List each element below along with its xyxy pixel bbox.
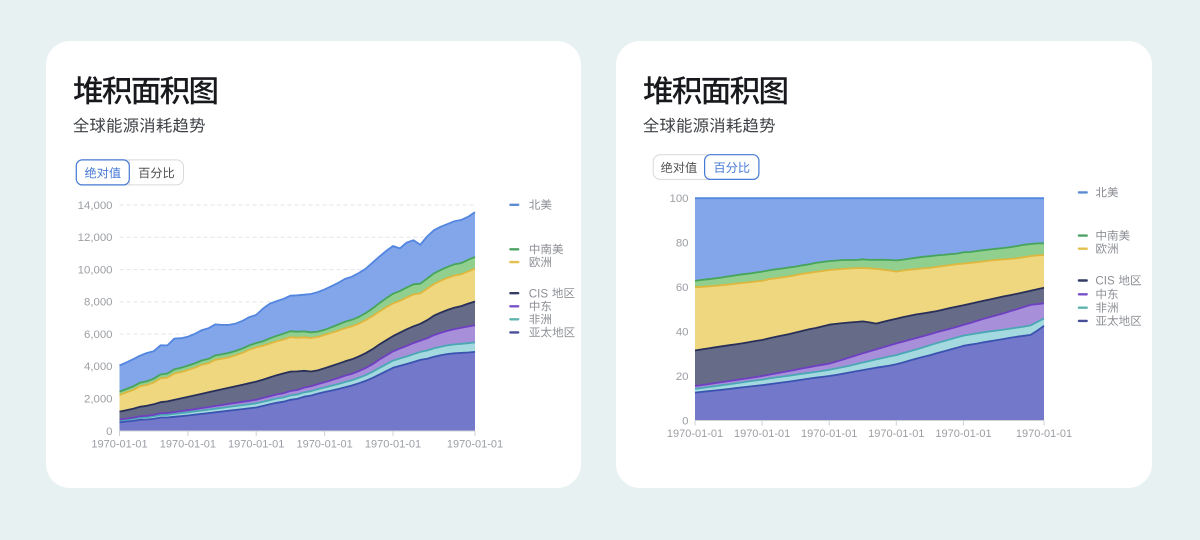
svg-text:0: 0	[106, 426, 112, 438]
svg-text:1970-01-01: 1970-01-01	[1016, 428, 1072, 440]
svg-text:1970-01-01: 1970-01-01	[228, 439, 284, 451]
svg-text:80: 80	[676, 238, 689, 250]
svg-text:8,000: 8,000	[84, 297, 113, 309]
svg-text:1970-01-01: 1970-01-01	[667, 428, 723, 440]
svg-text:CIS: CIS	[1095, 275, 1115, 288]
svg-text:20: 20	[676, 371, 689, 383]
svg-text:1970-01-01: 1970-01-01	[160, 439, 216, 451]
svg-text:1970-01-01: 1970-01-01	[868, 428, 924, 440]
svg-text:1970-01-01: 1970-01-01	[734, 428, 790, 440]
svg-text:40: 40	[676, 326, 689, 338]
svg-text:10,000: 10,000	[78, 264, 113, 276]
svg-text:1970-01-01: 1970-01-01	[91, 439, 147, 451]
svg-text:6,000: 6,000	[84, 329, 113, 341]
svg-text:1970-01-01: 1970-01-01	[801, 428, 857, 440]
svg-text:0: 0	[682, 415, 688, 427]
svg-text:CIS: CIS	[529, 287, 549, 300]
svg-text:2,000: 2,000	[84, 394, 113, 406]
svg-text:1970-01-01: 1970-01-01	[296, 439, 352, 451]
svg-text:12,000: 12,000	[78, 232, 113, 244]
svg-text:1970-01-01: 1970-01-01	[365, 439, 421, 451]
svg-text:1970-01-01: 1970-01-01	[935, 428, 991, 440]
svg-text:1970-01-01: 1970-01-01	[447, 439, 503, 451]
svg-text:60: 60	[676, 282, 689, 294]
svg-text:100: 100	[669, 193, 688, 205]
svg-text:4,000: 4,000	[84, 361, 113, 373]
svg-text:14,000: 14,000	[78, 200, 113, 212]
